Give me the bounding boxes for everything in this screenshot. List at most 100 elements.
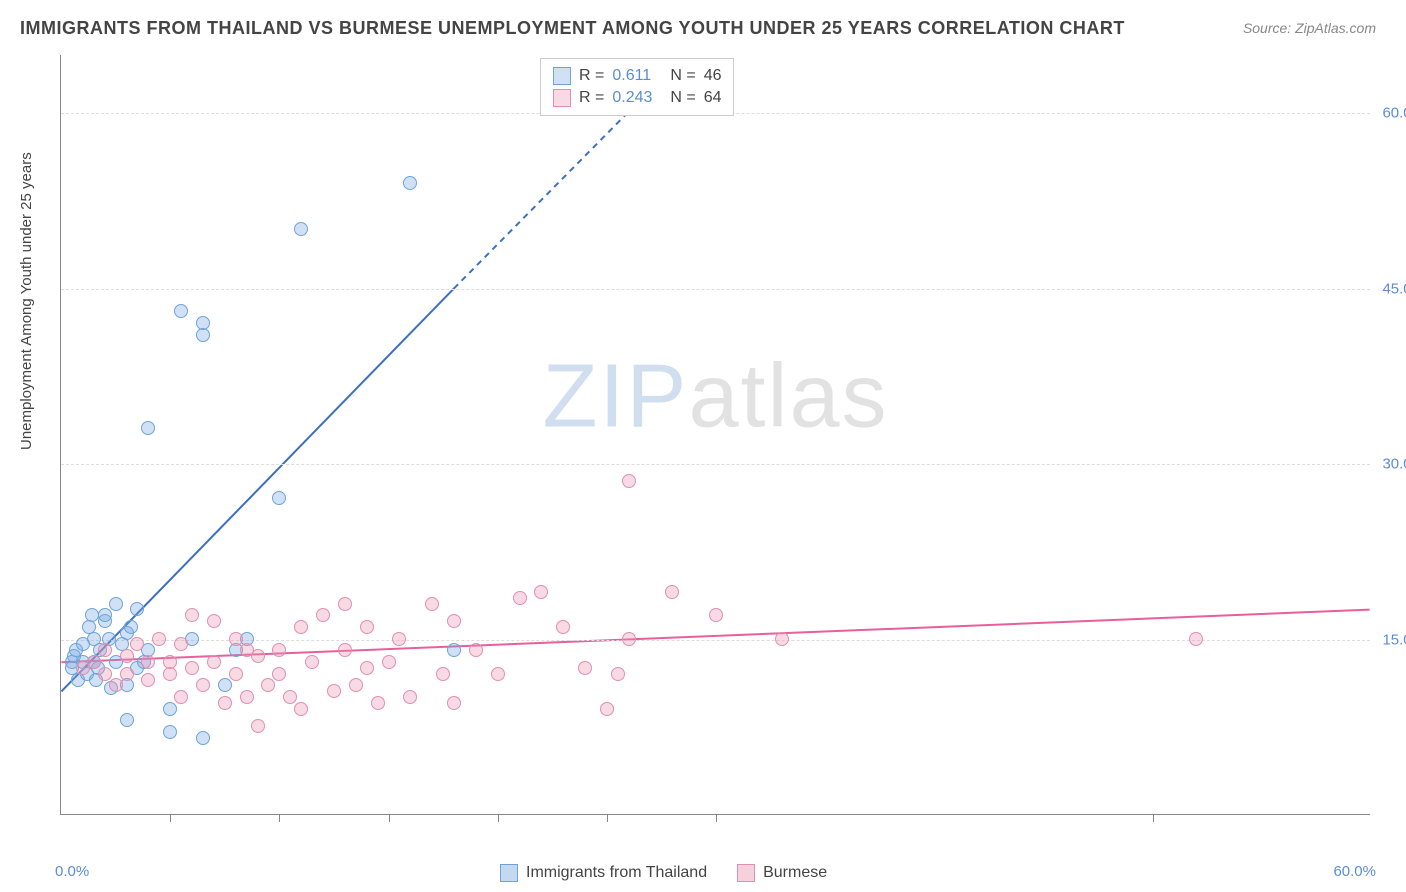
data-point [87,655,101,669]
y-tick-label: 60.0% [1382,105,1406,122]
legend-label: Immigrants from Thailand [526,864,707,882]
chart-title: IMMIGRANTS FROM THAILAND VS BURMESE UNEM… [20,18,1125,39]
data-point [261,678,275,692]
x-tick [389,814,390,822]
data-point [349,678,363,692]
gridline [61,464,1370,465]
data-point [218,678,232,692]
data-point [174,690,188,704]
data-point [163,655,177,669]
data-point [251,719,265,733]
legend-item: Immigrants from Thailand [500,864,707,882]
legend-r-label: R = [579,67,604,85]
legend-stats: R =0.611N =46R =0.243N =64 [540,58,734,116]
data-point [709,608,723,622]
data-point [174,304,188,318]
data-point [109,678,123,692]
data-point [240,690,254,704]
data-point [578,661,592,675]
data-point [305,655,319,669]
data-point [491,667,505,681]
data-point [513,591,527,605]
data-point [98,608,112,622]
data-point [665,585,679,599]
data-point [600,702,614,716]
data-point [141,655,155,669]
watermark: ZIPatlas [542,345,888,448]
x-tick [1153,814,1154,822]
data-point [403,176,417,190]
data-point [98,667,112,681]
data-point [403,690,417,704]
data-point [382,655,396,669]
legend-n-value: 64 [704,89,722,107]
data-point [130,637,144,651]
data-point [272,667,286,681]
x-axis-min-label: 0.0% [55,863,89,880]
data-point [196,678,210,692]
trend-svg [61,55,1370,814]
watermark-atlas: atlas [688,346,888,446]
data-point [185,661,199,675]
plot-area: ZIPatlas 15.0%30.0%45.0%60.0% [60,55,1370,815]
legend-r-label: R = [579,89,604,107]
x-tick [716,814,717,822]
data-point [294,620,308,634]
data-point [152,632,166,646]
data-point [109,597,123,611]
data-point [124,620,138,634]
data-point [611,667,625,681]
legend-n-label: N = [670,89,695,107]
trend-line-dash [454,90,650,289]
legend-label: Burmese [763,864,827,882]
legend-n-label: N = [670,67,695,85]
data-point [196,731,210,745]
data-point [141,673,155,687]
data-point [130,602,144,616]
data-point [85,608,99,622]
watermark-zip: ZIP [542,346,688,446]
data-point [622,474,636,488]
data-point [185,608,199,622]
legend-swatch [553,89,571,107]
data-point [174,637,188,651]
data-point [447,614,461,628]
data-point [283,690,297,704]
data-point [163,702,177,716]
gridline [61,289,1370,290]
data-point [251,649,265,663]
data-point [447,696,461,710]
data-point [338,597,352,611]
data-point [120,649,134,663]
data-point [207,655,221,669]
y-tick-label: 15.0% [1382,631,1406,648]
legend-item: Burmese [737,864,827,882]
data-point [163,725,177,739]
data-point [436,667,450,681]
y-tick-label: 30.0% [1382,456,1406,473]
data-point [392,632,406,646]
data-point [338,643,352,657]
legend-swatch [500,864,518,882]
legend-n-value: 46 [704,67,722,85]
data-point [294,702,308,716]
data-point [622,632,636,646]
data-point [207,614,221,628]
data-point [120,667,134,681]
data-point [425,597,439,611]
data-point [98,643,112,657]
data-point [229,632,243,646]
gridline [61,640,1370,641]
data-point [1189,632,1203,646]
data-point [556,620,570,634]
data-point [360,661,374,675]
data-point [371,696,385,710]
data-point [272,491,286,505]
legend-swatch [737,864,755,882]
x-axis-max-label: 60.0% [1333,863,1376,880]
legend-swatch [553,67,571,85]
legend-stat-row: R =0.611N =46 [553,65,721,87]
y-axis-label: Unemployment Among Youth under 25 years [18,152,35,450]
x-tick [279,814,280,822]
data-point [447,643,461,657]
